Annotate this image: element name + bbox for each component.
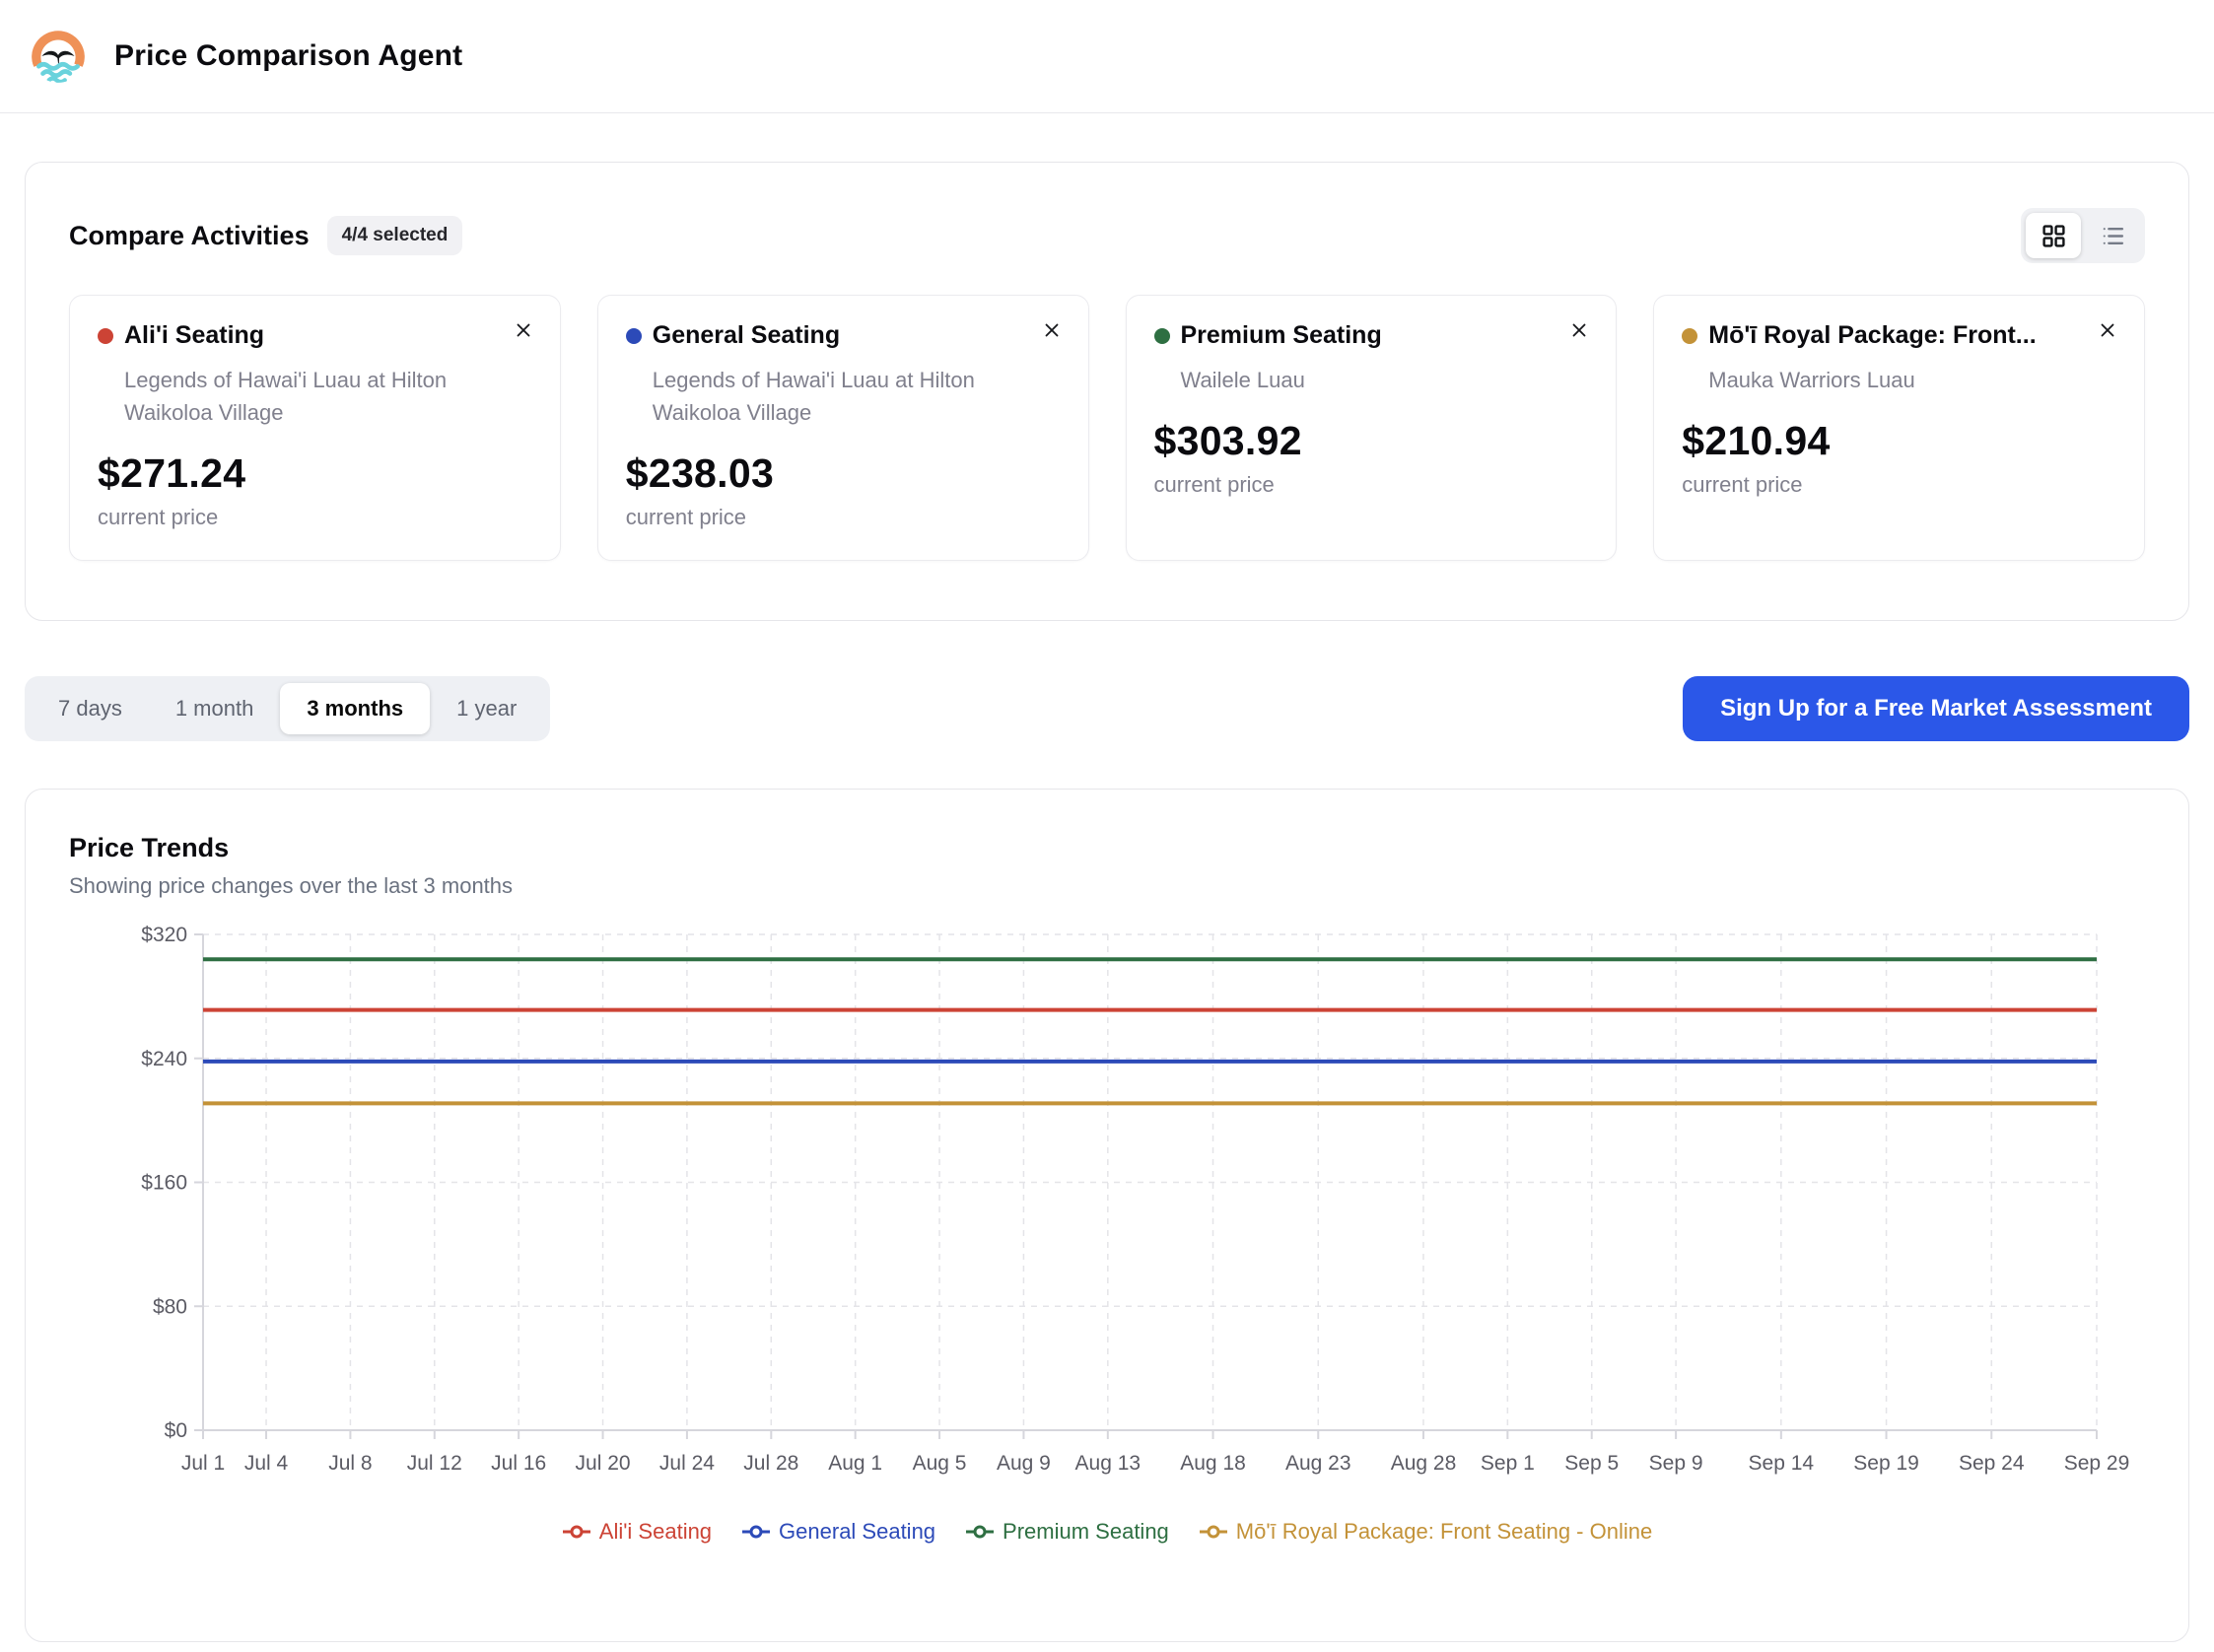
x-axis-label: Aug 9: [997, 1452, 1051, 1475]
activity-card: Ali'i Seating Legends of Hawai'i Luau at …: [69, 295, 561, 561]
legend-line-icon: [965, 1523, 995, 1541]
series-color-dot: [1682, 328, 1697, 344]
current-price-value: $271.24: [98, 450, 532, 497]
current-price-value: $303.92: [1154, 418, 1589, 464]
x-axis-label: Jul 4: [244, 1452, 289, 1475]
x-axis-label: Jul 12: [407, 1452, 462, 1475]
activity-card: General Seating Legends of Hawai'i Luau a…: [597, 295, 1089, 561]
y-axis-label: $0: [165, 1419, 187, 1442]
activity-name: Ali'i Seating: [124, 321, 264, 350]
close-icon: [1041, 319, 1063, 341]
activity-cards: Ali'i Seating Legends of Hawai'i Luau at …: [26, 295, 2188, 561]
legend-item[interactable]: Mō'ī Royal Package: Front Seating - Onli…: [1199, 1519, 1652, 1545]
activity-name: Mō'ī Royal Package: Front...: [1708, 321, 2036, 350]
legend-line-icon: [562, 1523, 591, 1541]
activity-name: Premium Seating: [1181, 321, 1382, 350]
compare-panel-header: Compare Activities 4/4 selected: [26, 163, 2188, 263]
legend-label: Ali'i Seating: [599, 1519, 712, 1545]
remove-activity-button[interactable]: [1566, 317, 1592, 343]
x-axis-label: Aug 28: [1391, 1452, 1457, 1475]
x-axis-label: Jul 28: [743, 1452, 798, 1475]
y-axis-label: $80: [153, 1295, 187, 1318]
controls-row: 7 days1 month3 months1 year Sign Up for …: [25, 676, 2189, 741]
series-color-dot: [1154, 328, 1170, 344]
x-axis-label: Sep 5: [1564, 1452, 1619, 1475]
legend-item[interactable]: Premium Seating: [965, 1519, 1169, 1545]
series-color-dot: [98, 328, 113, 344]
x-axis-label: Sep 14: [1749, 1452, 1815, 1475]
remove-activity-button[interactable]: [2095, 317, 2120, 343]
x-axis-label: Jul 24: [659, 1452, 715, 1475]
legend-line-icon: [1199, 1523, 1228, 1541]
series-color-dot: [626, 328, 642, 344]
x-axis-label: Jul 1: [181, 1452, 225, 1475]
x-axis-label: Jul 8: [328, 1452, 372, 1475]
activity-venue: Wailele Luau: [1181, 364, 1506, 396]
compare-activities-title: Compare Activities: [69, 221, 310, 251]
current-price-caption: current price: [1154, 472, 1589, 498]
price-trends-panel: Price Trends Showing price changes over …: [25, 789, 2189, 1642]
legend-label: Mō'ī Royal Package: Front Seating - Onli…: [1236, 1519, 1652, 1545]
y-axis-label: $240: [141, 1048, 187, 1070]
selection-count-badge: 4/4 selected: [327, 216, 463, 255]
x-axis-label: Aug 18: [1180, 1452, 1246, 1475]
close-icon: [513, 319, 534, 341]
legend-item[interactable]: General Seating: [741, 1519, 935, 1545]
range-tab-7-days[interactable]: 7 days: [32, 683, 149, 734]
legend-item[interactable]: Ali'i Seating: [562, 1519, 712, 1545]
activity-card: Mō'ī Royal Package: Front... Mauka Warrio…: [1653, 295, 2145, 561]
activity-venue: Legends of Hawai'i Luau at Hilton Waikol…: [124, 364, 450, 429]
close-icon: [1568, 319, 1590, 341]
remove-activity-button[interactable]: [511, 317, 536, 343]
x-axis-label: Jul 20: [576, 1452, 631, 1475]
x-axis-label: Aug 1: [828, 1452, 882, 1475]
range-tabs: 7 days1 month3 months1 year: [25, 676, 550, 741]
close-icon: [2097, 319, 2118, 341]
x-axis-label: Aug 5: [913, 1452, 967, 1475]
y-axis-label: $320: [141, 924, 187, 946]
grid-view-button[interactable]: [2026, 213, 2081, 258]
legend-label: Premium Seating: [1003, 1519, 1169, 1545]
page-title: Price Comparison Agent: [114, 39, 462, 73]
range-tab-1-year[interactable]: 1 year: [430, 683, 543, 734]
price-trends-subtitle: Showing price changes over the last 3 mo…: [69, 873, 2145, 899]
x-axis-label: Sep 24: [1959, 1452, 2025, 1475]
x-axis-label: Sep 19: [1853, 1452, 1919, 1475]
legend-label: General Seating: [779, 1519, 935, 1545]
compare-activities-panel: Compare Activities 4/4 selected: [25, 162, 2189, 621]
app-header: Price Comparison Agent: [0, 0, 2214, 113]
signup-cta-button[interactable]: Sign Up for a Free Market Assessment: [1683, 676, 2189, 741]
x-axis-label: Sep 29: [2064, 1452, 2130, 1475]
range-tab-3-months[interactable]: 3 months: [280, 683, 430, 734]
current-price-value: $238.03: [626, 450, 1061, 497]
chart-legend: Ali'i Seating General Seating Premium Seat…: [69, 1519, 2145, 1545]
x-axis-label: Jul 16: [491, 1452, 546, 1475]
x-axis-label: Sep 1: [1481, 1452, 1535, 1475]
price-trends-chart: $0 $80 $160 $240 $320 Jul 1 Jul 4 Jul 8 Jul 12 Ju…: [69, 913, 2147, 1489]
activity-card: Premium Seating Wailele Luau $303.92 curren…: [1126, 295, 1618, 561]
x-axis-label: Sep 9: [1649, 1452, 1703, 1475]
activity-venue: Mauka Warriors Luau: [1708, 364, 2034, 396]
activity-venue: Legends of Hawai'i Luau at Hilton Waikol…: [653, 364, 978, 429]
list-view-icon: [2101, 224, 2125, 248]
current-price-caption: current price: [98, 505, 532, 530]
x-axis-label: Aug 13: [1075, 1452, 1142, 1475]
current-price-caption: current price: [1682, 472, 2116, 498]
price-trends-title: Price Trends: [69, 833, 2145, 863]
list-view-button[interactable]: [2085, 213, 2140, 258]
range-tab-1-month[interactable]: 1 month: [149, 683, 281, 734]
current-price-caption: current price: [626, 505, 1061, 530]
activity-name: General Seating: [653, 321, 840, 350]
app-logo-icon: [30, 28, 87, 85]
y-axis-label: $160: [141, 1172, 187, 1195]
current-price-value: $210.94: [1682, 418, 2116, 464]
x-axis-label: Aug 23: [1285, 1452, 1351, 1475]
view-mode-toggle: [2021, 208, 2145, 263]
remove-activity-button[interactable]: [1039, 317, 1065, 343]
legend-line-icon: [741, 1523, 771, 1541]
grid-view-icon: [2041, 224, 2066, 248]
